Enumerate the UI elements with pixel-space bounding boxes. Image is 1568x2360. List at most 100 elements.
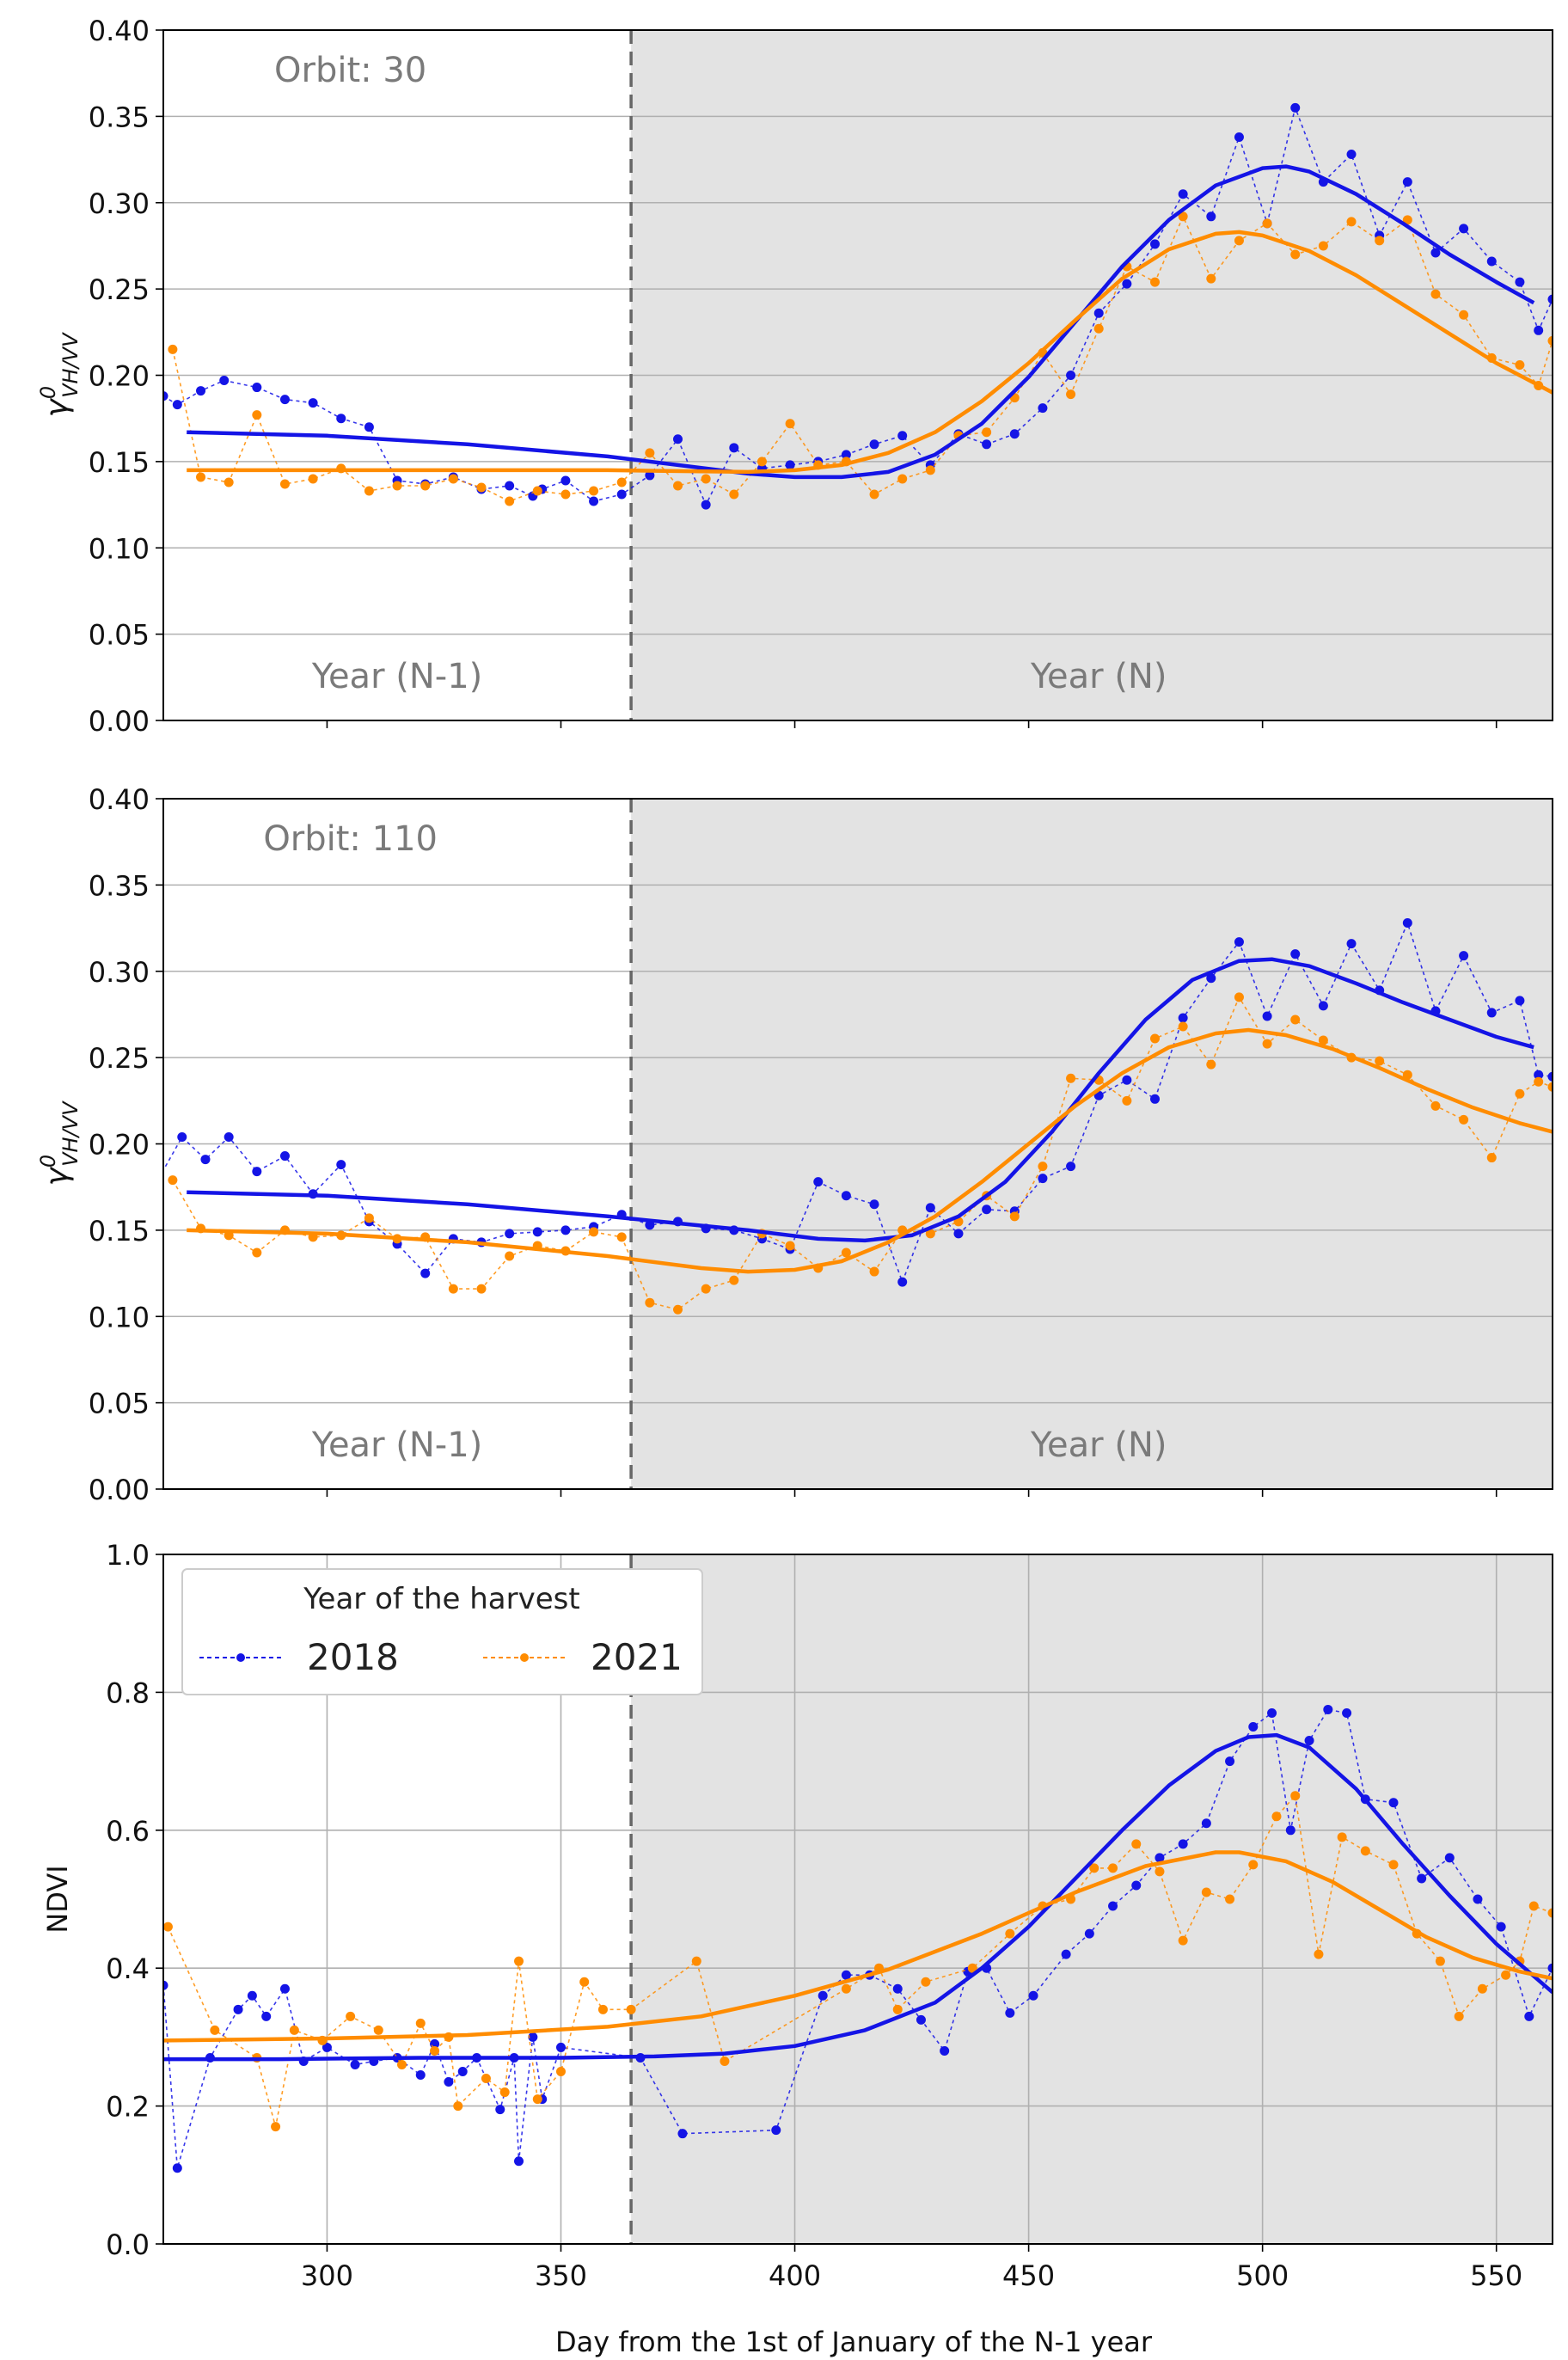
series-2018-point: [233, 2004, 243, 2014]
series-2018-point: [196, 386, 206, 396]
y-tick-label: 0.8: [106, 1677, 150, 1709]
series-2021-point: [555, 2067, 566, 2076]
series-2021-point: [420, 481, 431, 491]
series-2018-point: [1093, 308, 1104, 318]
series-2021-point: [645, 448, 655, 458]
series-2021-point: [1430, 1100, 1441, 1111]
series-2021-point: [1515, 359, 1525, 370]
series-2018-point: [163, 391, 168, 402]
series-2018-point: [1061, 1949, 1071, 1959]
series-2018-point: [729, 443, 739, 453]
series-2021-point: [673, 1304, 683, 1315]
series-2021-point: [1038, 1162, 1048, 1172]
series-group: [163, 1704, 1553, 2173]
series-2021-point: [448, 474, 458, 484]
series-2018-point: [528, 2032, 538, 2042]
series-2018-point: [916, 2014, 926, 2025]
series-2021-point: [579, 1977, 590, 1987]
series-2018-point: [1005, 2008, 1015, 2018]
series-2021-point: [271, 2122, 281, 2132]
series-2021-point: [1314, 1949, 1324, 1959]
series-2021-fit-curve: [187, 230, 1553, 475]
series-2018-point: [1248, 1722, 1259, 1732]
region-label-year-n-1: Year (N-1): [311, 1425, 482, 1465]
y-tick-label: 0.00: [89, 705, 150, 738]
series-2021-point: [729, 1275, 739, 1285]
series-2021-point: [392, 481, 402, 491]
series-2018-point: [869, 1199, 879, 1210]
series-2021-point: [289, 2025, 299, 2035]
series-2021-point: [481, 2074, 491, 2084]
series-2018-point: [1066, 371, 1076, 380]
series-2018-point: [897, 431, 908, 441]
y-tick-label: 0.40: [89, 15, 150, 47]
series-2021-point: [589, 486, 599, 496]
y-axis-label: γ0VH/VV: [36, 1100, 83, 1186]
series-2021-point: [1201, 1887, 1211, 1897]
series-2018-point: [1234, 132, 1244, 142]
series-2021-point: [1248, 1860, 1259, 1870]
series-2021-point: [1150, 277, 1161, 287]
legend-2018-label: 2018: [307, 1636, 399, 1678]
y-axis-label: NDVI: [41, 1865, 74, 1933]
series-2018-point: [1201, 1818, 1211, 1829]
series-group: [163, 102, 1553, 510]
series-2018-point: [1459, 951, 1469, 961]
series-2018-point: [589, 496, 599, 506]
series-2018-point: [1304, 1736, 1314, 1746]
series-2018-point: [1285, 1825, 1295, 1836]
y-tick-label: 0.15: [89, 446, 150, 479]
series-2018-point: [1323, 1704, 1333, 1714]
series-2021-point: [597, 2004, 608, 2014]
series-2018-point: [1150, 1094, 1161, 1104]
series-2021-fit-curve: [163, 1850, 1553, 2043]
series-2018-point: [364, 422, 374, 432]
series-2021-point: [785, 1241, 795, 1251]
legend-2018-marker: [236, 1653, 245, 1662]
series-2018-point: [1206, 973, 1216, 984]
series-2021-point: [476, 482, 487, 493]
series-2021-point: [1178, 1021, 1188, 1032]
series-2021-point: [1435, 1956, 1445, 1966]
series-2018-point: [224, 1131, 234, 1142]
series-2021-point: [1459, 310, 1469, 320]
series-2018-point: [163, 1980, 168, 1990]
y-tick-label: 0.6: [106, 1815, 150, 1848]
series-2021-point: [1547, 1082, 1553, 1092]
series-2018-point: [457, 2067, 468, 2076]
y-tick-label: 0.15: [89, 1215, 150, 1247]
region-label-year-n-1: Year (N-1): [311, 657, 482, 696]
panel-orbit30: 0.00 0.05 0.10 0.15 0.20 0.25 0.30 0.35 0.40 Orbi…: [36, 15, 1553, 738]
y-tick-label: 0.10: [89, 1301, 150, 1333]
series-2018-point: [279, 395, 290, 405]
series-2018-point: [336, 1160, 346, 1170]
legend: Year of the harvest 2018 2021: [181, 1568, 703, 1695]
series-2021-point: [897, 474, 908, 484]
series-2018-point: [261, 2011, 272, 2021]
series-2021-point: [396, 2059, 407, 2069]
series-2021-point: [1290, 249, 1301, 260]
y-tick-label: 0.25: [89, 1042, 150, 1075]
series-2018-point: [219, 376, 230, 386]
series-2018-point: [415, 2070, 426, 2081]
series-2018-point: [677, 2129, 688, 2139]
series-2018-point: [1122, 279, 1132, 289]
series-2021-point: [1477, 1983, 1487, 1994]
series-2018-point: [444, 2077, 454, 2087]
plot-frame: [162, 798, 1553, 1490]
series-2021-point: [1178, 1935, 1188, 1946]
series-2021-point: [626, 2004, 636, 2014]
legend-frame: [181, 1568, 703, 1695]
series-2018-point: [1290, 102, 1301, 113]
series-2021-point: [1178, 211, 1188, 222]
series-2021-point: [1528, 1901, 1539, 1911]
region-label-year-n: Year (N): [1030, 1425, 1167, 1465]
legend-title: Year of the harvest: [303, 1582, 579, 1616]
series-2021-point: [364, 1213, 374, 1223]
series-2021-point: [921, 1977, 931, 1987]
series-2018-point: [172, 400, 182, 410]
y-tick-label: 0.2: [106, 2091, 150, 2124]
series-2021-point: [1290, 1014, 1301, 1025]
series-2021-point: [756, 457, 767, 467]
series-2018-point: [616, 489, 627, 500]
